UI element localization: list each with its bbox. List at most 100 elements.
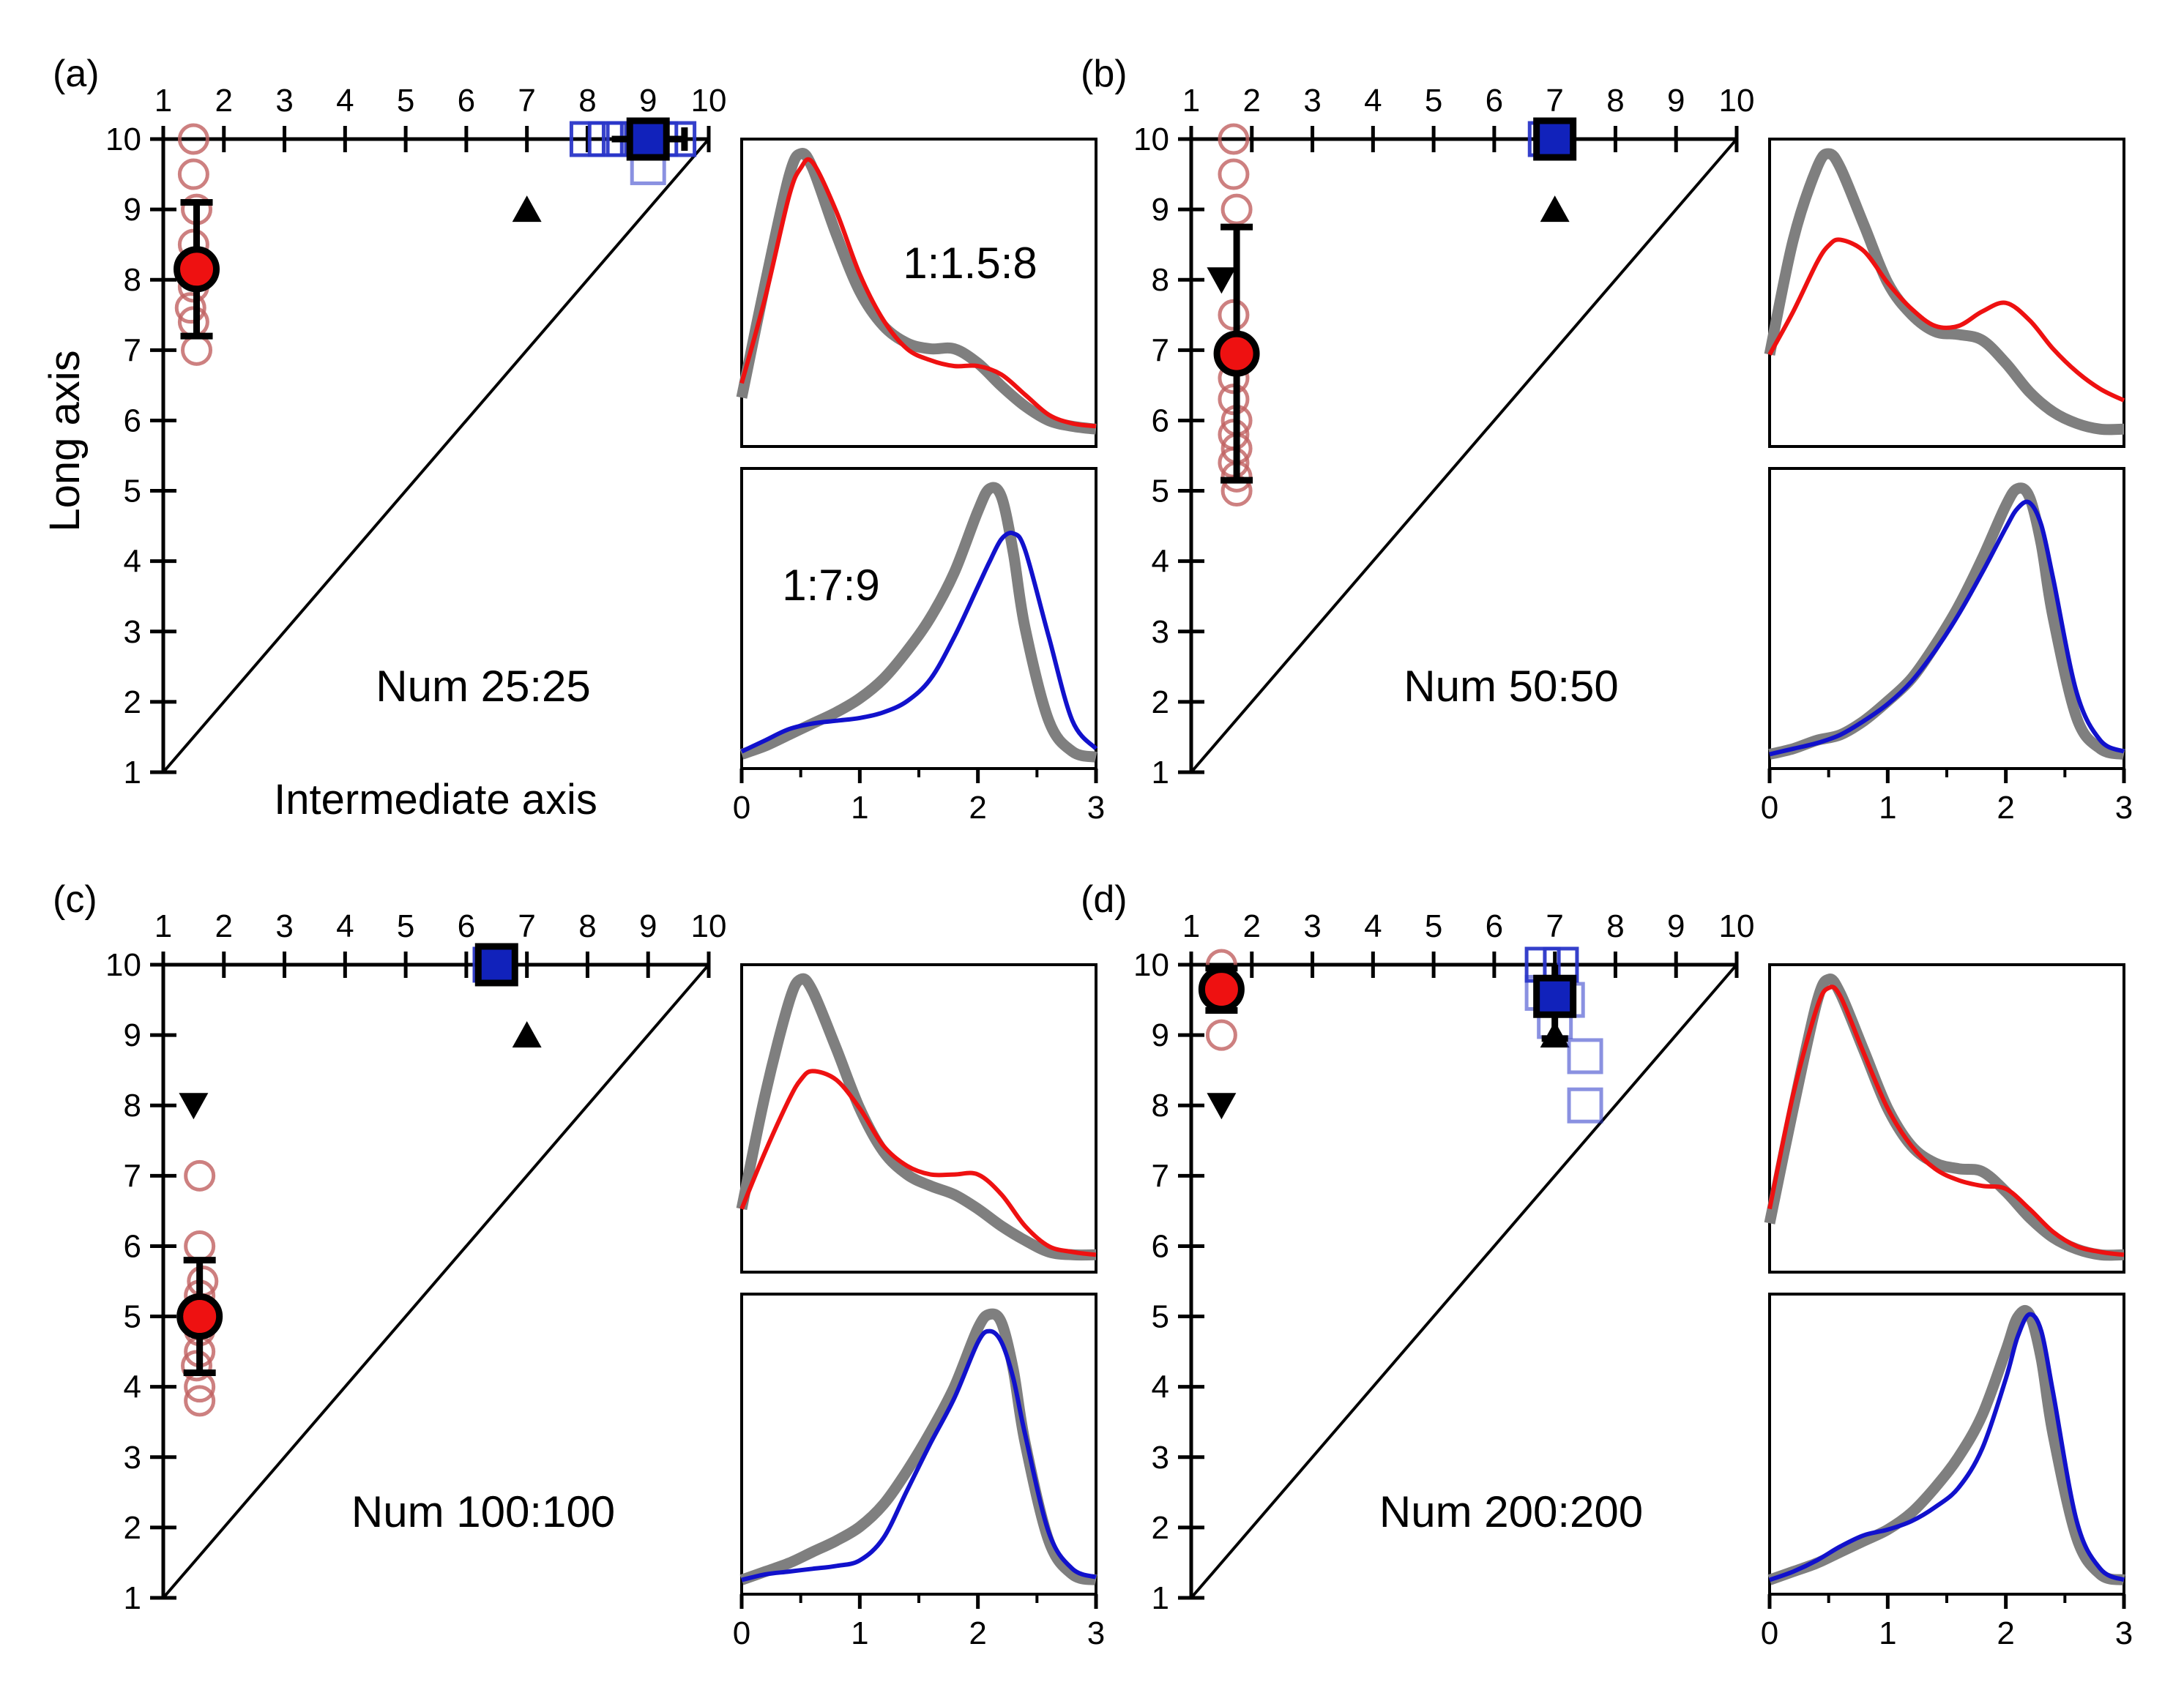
x-tick-label: 2: [1243, 908, 1261, 944]
up-triangle-marker: [1540, 195, 1570, 223]
x-tick-label: 5: [1425, 83, 1442, 119]
y-tick-label: 9: [1152, 192, 1169, 228]
blue-mean-square: [1533, 974, 1577, 1018]
y-tick-label: 5: [1152, 1299, 1169, 1335]
x-tick-label: 6: [458, 83, 475, 119]
y-tick-label: 4: [124, 1369, 141, 1405]
y-tick-label: 3: [124, 1440, 141, 1476]
inset-top-frame: [1768, 963, 2125, 1274]
panel-caption: Num 25:25: [376, 662, 591, 711]
y-tick-label: 4: [1152, 544, 1169, 580]
x-tick-label: 1: [1182, 908, 1200, 944]
y-tick-label: 8: [124, 262, 141, 298]
up-triangle-marker: [512, 195, 542, 223]
inset-x-tick-label: 2: [969, 1615, 986, 1651]
x-tick-label: 1: [154, 83, 172, 119]
x-tick-label: 9: [639, 908, 657, 944]
inset-x-tick-label: 1: [1879, 790, 1896, 826]
x-tick-label: 3: [1303, 908, 1321, 944]
inset-top-fit-curve: [1767, 237, 2125, 403]
y-tick-label: 6: [124, 403, 141, 438]
y-tick-label: 8: [1152, 262, 1169, 298]
y-tick-label: 5: [124, 474, 141, 509]
inset-x-tick-label: 3: [1087, 790, 1105, 826]
y-axis-label: Long axis: [41, 350, 89, 531]
diagonal-line: [162, 138, 710, 774]
red-sample-circle: [174, 292, 206, 324]
y-tick-label: 8: [124, 1088, 141, 1124]
inset-x-tick-label: 0: [733, 790, 750, 826]
panel-caption: Num 50:50: [1404, 662, 1619, 711]
x-tick-label: 9: [1667, 83, 1685, 119]
x-tick-label: 6: [458, 908, 475, 944]
red-sample-circle: [177, 123, 209, 155]
y-tick-label: 9: [124, 192, 141, 228]
y-tick-label: 3: [1152, 614, 1169, 650]
y-tick-label: 1: [1152, 755, 1169, 791]
y-tick-label: 5: [1152, 474, 1169, 509]
inset-bottom-fit-curve: [740, 530, 1098, 754]
y-tick-label: 6: [1152, 1228, 1169, 1264]
y-tick-label: 4: [124, 544, 141, 580]
inset-top-frame: [740, 963, 1097, 1274]
blue-sample-square: [1567, 1087, 1603, 1124]
y-tick-label: 2: [124, 1510, 141, 1546]
y-tick-label: 10: [1133, 122, 1169, 157]
inset-top-frame: [740, 138, 1097, 448]
y-tick-label: 2: [124, 684, 141, 720]
x-tick-label: 5: [1425, 908, 1442, 944]
x-tick-label: 4: [336, 908, 354, 944]
red-mean-circle: [174, 246, 220, 293]
y-tick-label: 1: [1152, 1580, 1169, 1616]
inset-x-tick-label: 3: [1087, 1615, 1105, 1651]
inset-top-fit-curve: [1767, 984, 2125, 1257]
y-tick-label: 3: [124, 614, 141, 650]
up-triangle-marker: [512, 1021, 542, 1048]
x-tick-label: 5: [397, 83, 414, 119]
inset-bottom-reference-curve: [1767, 1305, 2125, 1585]
red-sample-circle: [177, 158, 209, 190]
x-tick-label: 1: [154, 908, 172, 944]
blue-mean-square: [626, 117, 670, 161]
down-triangle-marker: [179, 1093, 209, 1120]
x-tick-label: 9: [639, 83, 657, 119]
x-tick-label: 10: [691, 908, 727, 944]
panel-label: (d): [1081, 878, 1128, 921]
inset-x-tick-label: 0: [733, 1615, 750, 1651]
y-tick-label: 10: [105, 122, 141, 157]
x-tick-label: 8: [578, 83, 596, 119]
blue-sample-square: [1567, 1038, 1603, 1075]
x-tick-label: 10: [1719, 908, 1755, 944]
panel-label: (c): [53, 878, 97, 921]
x-tick-label: 10: [691, 83, 727, 119]
x-tick-label: 7: [518, 83, 535, 119]
red-mean-circle: [1198, 966, 1245, 1013]
inset-top-frame: [1768, 138, 2125, 448]
red-mean-circle: [1213, 330, 1260, 377]
y-tick-label: 5: [124, 1299, 141, 1335]
y-tick-label: 2: [1152, 684, 1169, 720]
x-tick-label: 4: [336, 83, 354, 119]
panel-b: (b) 1 2 3 4 5 6 7 8 9 10 1 2 3 4 5 6 7 8 9 10 Num 50:50 0 1 2 3: [1081, 53, 2133, 826]
y-tick-label: 7: [1152, 332, 1169, 368]
y-tick-label: 8: [1152, 1088, 1169, 1124]
red-mean-circle: [176, 1293, 223, 1340]
x-tick-label: 2: [1243, 83, 1261, 119]
x-tick-label: 9: [1667, 908, 1685, 944]
y-tick-label: 7: [1152, 1158, 1169, 1194]
y-tick-label: 1: [124, 755, 141, 791]
red-sample-circle: [1205, 1019, 1237, 1051]
x-tick-label: 3: [275, 83, 293, 119]
blue-sample-square: [569, 121, 605, 157]
y-tick-label: 9: [1152, 1017, 1169, 1053]
y-tick-label: 10: [105, 947, 141, 983]
red-sample-circle: [1218, 123, 1250, 155]
y-tick-label: 9: [124, 1017, 141, 1053]
panel-caption: Num 200:200: [1379, 1487, 1643, 1536]
red-sample-circle: [1220, 193, 1253, 225]
panel-d: (d) 1 2 3 4 5 6 7 8 9 10 1 2 3 4 5 6 7 8 9 10 Num 200:200 0 1 2 3: [1081, 878, 2133, 1651]
inset-x-tick-label: 2: [969, 790, 986, 826]
x-tick-label: 6: [1486, 83, 1503, 119]
